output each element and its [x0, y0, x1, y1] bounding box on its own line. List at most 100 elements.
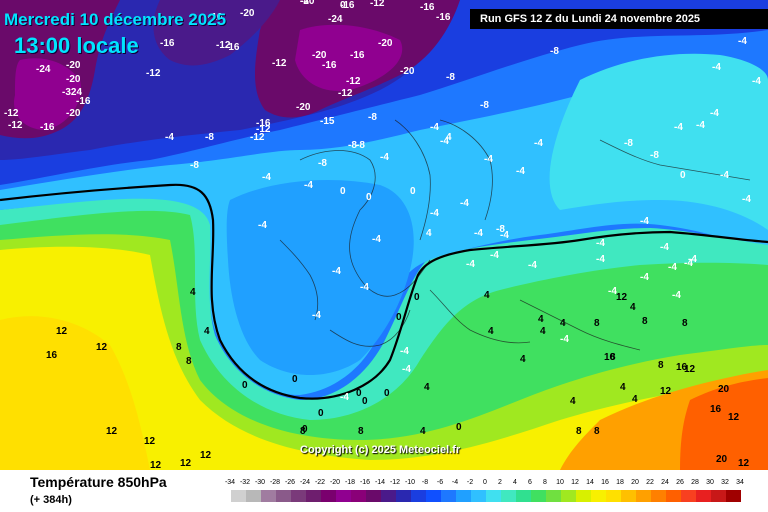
scale-color-swatch [636, 490, 651, 502]
isotherm-label: 12 [728, 412, 740, 423]
isotherm-label: -4 [304, 180, 313, 191]
variable-label: Température 850hPa [30, 474, 167, 490]
isotherm-label: -4 [710, 108, 719, 119]
isotherm-label: -4 [372, 234, 381, 245]
isotherm-label: -4 [534, 138, 543, 149]
isotherm-label: -4 [466, 259, 475, 270]
zero-isotherm [0, 183, 768, 400]
isotherm-label: -20 [240, 8, 255, 19]
isotherm-label: -12 [256, 124, 271, 135]
isotherm-label: 12 [200, 450, 212, 461]
scale-tick-label: -30 [254, 479, 266, 486]
isotherm-label: -4 [440, 136, 449, 147]
isotherm-label: 16 [46, 350, 58, 361]
isotherm-label: 4 [484, 290, 490, 301]
scale-tick-label: 24 [661, 479, 669, 486]
isotherm-label: 4 [630, 302, 636, 313]
isotherm-label: -4 [312, 310, 321, 321]
isotherm-label: 4 [540, 326, 546, 337]
isotherm-label: -324 [62, 87, 82, 98]
isotherm-label: -8 [368, 112, 377, 123]
isotherm-label: -4 [490, 250, 499, 261]
forecast-date: Mercredi 10 décembre 2025 [4, 10, 227, 29]
isotherm-label: -20 [312, 50, 327, 61]
isotherm-label: -4 [430, 208, 439, 219]
isotherm-label: -4 [500, 230, 509, 241]
isotherm-label: -15 [320, 116, 335, 127]
scale-tick-label: 6 [528, 479, 532, 486]
isotherm-label: 0 [318, 408, 324, 419]
scale-color-swatch [516, 490, 531, 502]
local-time: 13:00 locale [14, 33, 139, 58]
isotherm-label: 4 [204, 326, 210, 337]
isotherm-label: -16 [350, 50, 365, 61]
isotherm-label: -8 [480, 100, 489, 111]
isotherm-label: -20 [300, 0, 315, 7]
cold-pool-arctic [153, 0, 280, 66]
isotherm-label: 0 [366, 192, 372, 203]
med-blue-patch [226, 180, 414, 375]
isotherm-label: 20 [716, 454, 728, 465]
scale-tick-label: 22 [646, 479, 654, 486]
isotherm-label: -4 [640, 272, 649, 283]
isotherm-label: 16 [604, 352, 616, 363]
isotherm-label: 4 [632, 394, 638, 405]
isotherm-label: 0 [356, 388, 362, 399]
isotherm-label: -4 [165, 132, 174, 143]
warm-atlantic-yellow [0, 316, 150, 470]
scale-tick-label: -8 [421, 479, 429, 486]
scale-tick-label: 10 [556, 479, 564, 486]
isotherm-label: -4 [608, 286, 617, 297]
isotherm-label: -4 [460, 198, 469, 209]
isotherm-label: 8 [186, 356, 192, 367]
isotherm-label: 0 [414, 292, 420, 303]
cold-pool-greenland-inner [14, 58, 81, 130]
scale-color-swatch [591, 490, 606, 502]
scale-tick-label: 18 [616, 479, 624, 486]
isotherm-label: -4 [380, 152, 389, 163]
scale-tick-label: -28 [269, 479, 281, 486]
isotherm-label: -4 [688, 254, 697, 265]
isotherm-label: 4 [190, 287, 196, 298]
isotherm-label: 8 [682, 318, 688, 329]
scale-color-swatch [696, 490, 711, 502]
cold-pool-north-inner [295, 24, 403, 91]
isotherm-label: -8 [496, 224, 505, 235]
isotherm-label: 0 [396, 312, 402, 323]
isotherm-label: -4 [674, 122, 683, 133]
scale-color-swatch [606, 490, 621, 502]
isotherm-label: 12 [106, 426, 118, 437]
isotherm-label: -16 [208, 12, 223, 23]
isotherm-label: 4 [488, 326, 494, 337]
isotherm-label: 12 [150, 460, 162, 470]
coastlines [279, 119, 751, 351]
temperature-map: -20 -16 -12 -16 -16 -16 -24 -20 -20 -12 -324 -16 -12… [0, 0, 768, 470]
isotherm-label: -8 [348, 140, 357, 151]
scale-tick-label: -18 [344, 479, 356, 486]
scale-tick-label: -20 [329, 479, 341, 486]
isotherm-label: 4 [424, 382, 430, 393]
isotherm-label: -4 [712, 62, 721, 73]
isotherm-label: -16 [436, 12, 451, 23]
isotherm-label: -4 [430, 122, 439, 133]
scale-color-swatch [576, 490, 591, 502]
isotherm-label: -12 [346, 76, 361, 87]
isotherm-label: -8 [205, 132, 214, 143]
scale-tick-label: 26 [676, 479, 684, 486]
scale-color-swatch [426, 490, 441, 502]
scale-color-swatch [486, 490, 501, 502]
isotherm-label: -8 [624, 138, 633, 149]
isotherm-label: -12 [8, 120, 23, 131]
scale-tick-label: -16 [359, 479, 371, 486]
isotherm-label: 12 [738, 458, 750, 469]
isotherm-label: -12 [338, 88, 353, 99]
scale-color-swatch [501, 490, 516, 502]
isotherm-label: -4 [340, 392, 349, 403]
isotherm-label: 0 [680, 170, 686, 181]
isotherm-label: 4 [560, 318, 566, 329]
scale-color-swatch [351, 490, 366, 502]
isotherm-label: 12 [180, 458, 192, 469]
scale-tick-label: 2 [498, 479, 502, 486]
isotherm-label: 12 [96, 342, 108, 353]
isotherm-label: -4 [668, 262, 677, 273]
